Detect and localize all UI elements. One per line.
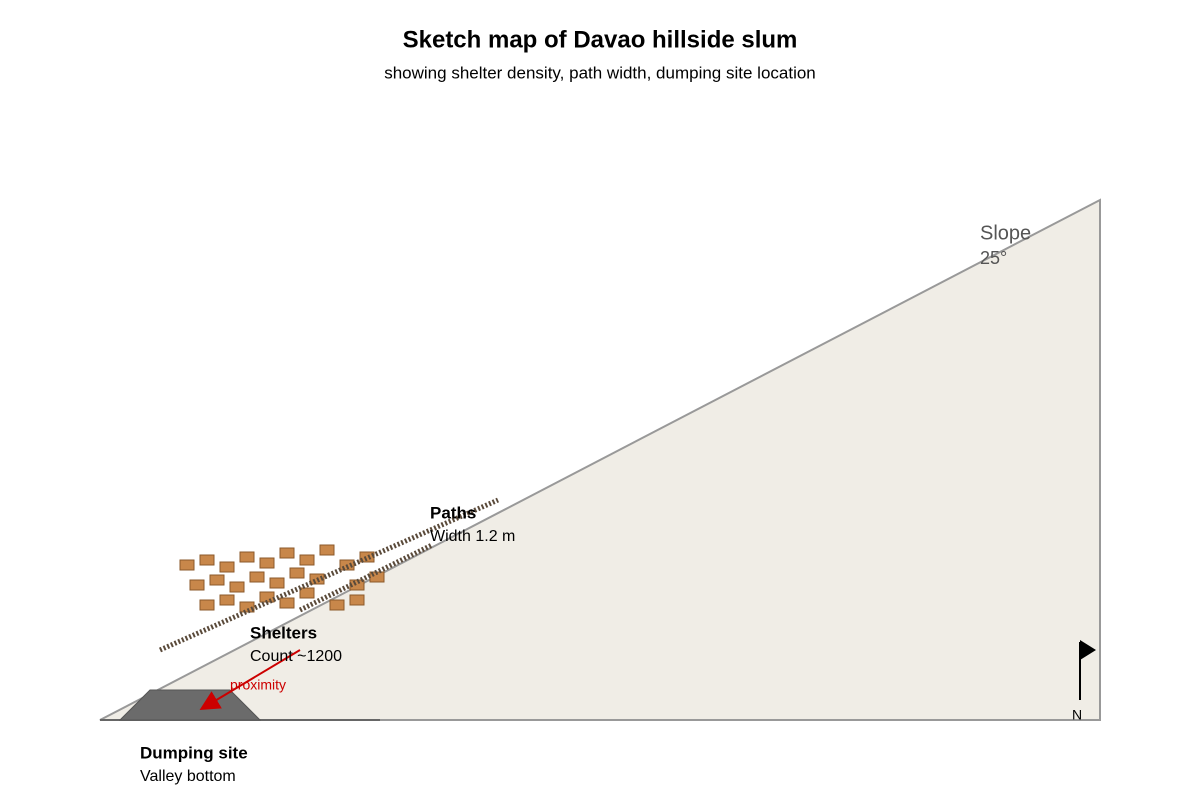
- proximity-label: proximity: [230, 677, 286, 693]
- subtitle: showing shelter density, path width, dum…: [384, 63, 816, 82]
- dumping-label: Dumping site: [140, 743, 248, 762]
- shelter: [279, 547, 295, 559]
- shelters-label: Shelters: [250, 623, 317, 642]
- title: Sketch map of Davao hillside slum: [403, 26, 798, 53]
- dumping-detail: Valley bottom: [140, 768, 236, 785]
- shelter-cluster: [179, 544, 385, 613]
- shelter: [229, 581, 245, 593]
- shelter: [259, 557, 275, 569]
- shelter: [299, 587, 315, 599]
- shelter: [269, 577, 285, 589]
- paths-detail: Width 1.2 m: [430, 528, 515, 545]
- shelter: [329, 599, 345, 611]
- path: [158, 497, 500, 653]
- dumping-site: [118, 689, 262, 721]
- shelter: [219, 594, 235, 606]
- proximity-arrow: [199, 649, 301, 711]
- shelter: [289, 567, 305, 579]
- shelter: [209, 574, 225, 586]
- shelter: [199, 599, 215, 611]
- shelter: [319, 544, 335, 556]
- path: [298, 542, 434, 613]
- shelter: [299, 554, 315, 566]
- shelter: [239, 601, 255, 613]
- shelter: [199, 554, 215, 566]
- paths-label: Paths: [430, 503, 476, 522]
- north-flag: [1080, 640, 1096, 660]
- slope-label: Slope: [980, 222, 1031, 244]
- shelter: [189, 579, 205, 591]
- shelters-detail: Count ~1200: [250, 648, 342, 665]
- shelter: [219, 561, 235, 573]
- shelter: [249, 571, 265, 583]
- shelter: [179, 559, 195, 571]
- north-label: N: [1072, 707, 1082, 723]
- shelter: [239, 551, 255, 563]
- shelter: [349, 594, 365, 606]
- shelter: [279, 597, 295, 609]
- slope-angle: 25°: [980, 248, 1007, 268]
